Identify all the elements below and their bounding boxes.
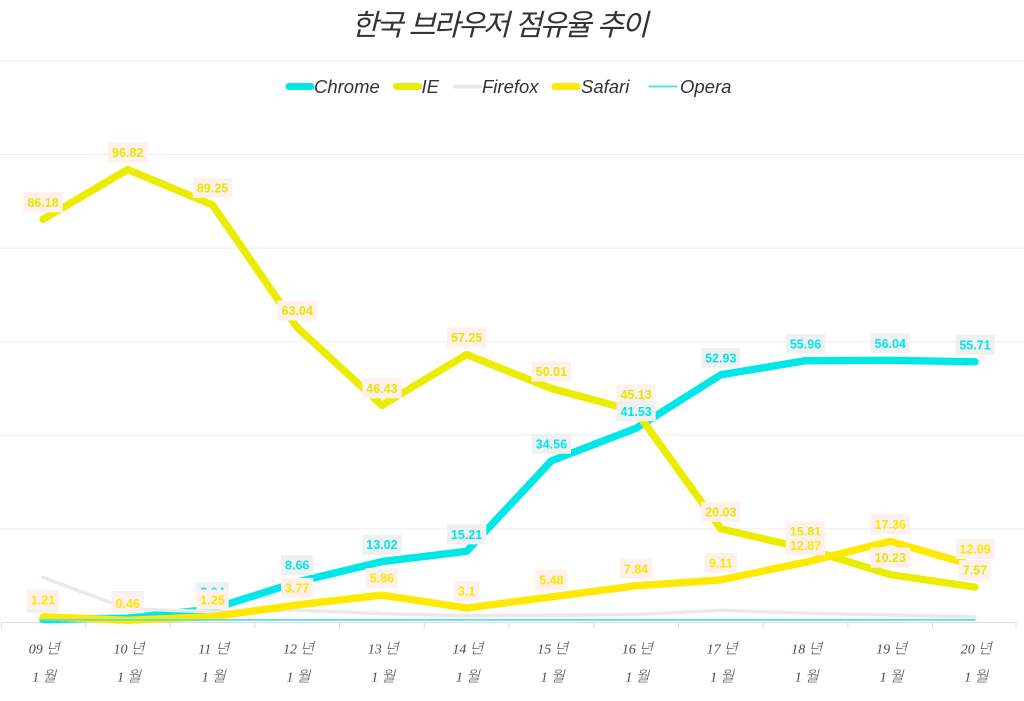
- svg-text:11: 11: [198, 643, 211, 658]
- svg-text:10: 10: [114, 643, 128, 658]
- svg-text:Opera: Opera: [680, 76, 731, 97]
- svg-text:09: 09: [29, 643, 43, 658]
- svg-text:1: 1: [117, 671, 124, 686]
- svg-text:1: 1: [32, 671, 39, 686]
- svg-text:17.36: 17.36: [875, 518, 906, 532]
- svg-text:63.04: 63.04: [282, 304, 313, 318]
- svg-text:1: 1: [371, 671, 378, 686]
- svg-text:19: 19: [876, 643, 890, 658]
- svg-text:9.11: 9.11: [709, 557, 733, 571]
- svg-text:7.84: 7.84: [624, 562, 648, 576]
- svg-text:20: 20: [961, 643, 975, 658]
- svg-text:86.18: 86.18: [27, 196, 58, 210]
- svg-text:1: 1: [287, 671, 294, 686]
- svg-text:17: 17: [707, 643, 722, 658]
- svg-text:89.25: 89.25: [197, 182, 228, 196]
- svg-text:1: 1: [625, 671, 632, 686]
- svg-text:96.82: 96.82: [112, 146, 143, 160]
- svg-text:3.77: 3.77: [285, 582, 309, 596]
- svg-text:Chrome: Chrome: [314, 76, 380, 97]
- svg-text:12.87: 12.87: [790, 539, 821, 553]
- svg-text:18: 18: [791, 643, 805, 658]
- svg-text:46.43: 46.43: [366, 382, 397, 396]
- svg-text:34.56: 34.56: [536, 437, 567, 451]
- svg-text:Safari: Safari: [581, 76, 630, 97]
- svg-text:1: 1: [456, 671, 463, 686]
- svg-text:56.04: 56.04: [875, 337, 906, 351]
- svg-text:45.13: 45.13: [620, 388, 651, 402]
- svg-text:10.23: 10.23: [875, 551, 906, 565]
- svg-text:13.02: 13.02: [366, 538, 397, 552]
- svg-text:1: 1: [880, 671, 887, 686]
- svg-text:14: 14: [452, 643, 466, 658]
- svg-text:12: 12: [283, 643, 297, 658]
- svg-text:20.03: 20.03: [705, 505, 736, 519]
- svg-text:12.09: 12.09: [959, 543, 990, 557]
- svg-text:5.48: 5.48: [539, 574, 563, 588]
- svg-text:55.71: 55.71: [959, 338, 990, 352]
- svg-text:8.66: 8.66: [285, 559, 309, 573]
- svg-text:15: 15: [537, 643, 551, 658]
- svg-text:50.01: 50.01: [536, 365, 567, 379]
- svg-text:55.96: 55.96: [790, 337, 821, 351]
- svg-text:1: 1: [964, 671, 971, 686]
- svg-text:IE: IE: [422, 76, 440, 97]
- svg-text:0.46: 0.46: [116, 597, 140, 611]
- svg-text:7.57: 7.57: [963, 564, 987, 578]
- svg-text:52.93: 52.93: [705, 351, 736, 365]
- svg-text:16: 16: [622, 643, 636, 658]
- svg-text:1: 1: [710, 671, 717, 686]
- svg-text:1: 1: [541, 671, 548, 686]
- svg-text:57.25: 57.25: [451, 331, 482, 345]
- svg-text:Firefox: Firefox: [482, 76, 539, 97]
- svg-text:41.53: 41.53: [620, 405, 651, 419]
- svg-text:1: 1: [202, 671, 209, 686]
- svg-text:1.21: 1.21: [31, 593, 55, 607]
- svg-text:3.1: 3.1: [458, 585, 475, 599]
- svg-text:1: 1: [795, 671, 802, 686]
- svg-text:13: 13: [368, 643, 382, 658]
- svg-text:15.21: 15.21: [451, 528, 482, 542]
- svg-text:1.25: 1.25: [200, 593, 224, 607]
- svg-text:5.86: 5.86: [370, 572, 394, 586]
